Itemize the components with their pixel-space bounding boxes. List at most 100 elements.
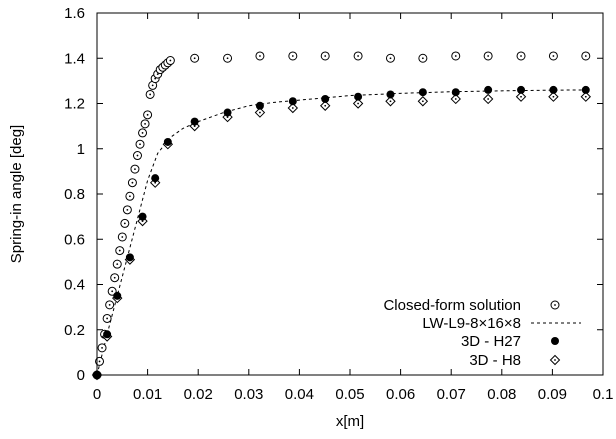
marker-center-dot — [136, 154, 139, 157]
data-point — [95, 356, 105, 366]
data-point — [127, 178, 137, 188]
plot-frame — [96, 12, 604, 376]
x-tick-label: 0.07 — [437, 386, 466, 403]
marker-center-dot — [141, 220, 144, 223]
y-tick-label: 1 — [77, 141, 85, 158]
data-point — [418, 88, 427, 97]
marker-center-dot — [324, 55, 327, 57]
data-point — [321, 94, 330, 103]
marker-center-dot — [226, 116, 229, 118]
data-point — [122, 205, 132, 215]
marker-center-dot — [131, 181, 134, 184]
marker-center-dot — [487, 98, 490, 100]
marker-center-dot — [357, 102, 359, 105]
marker-center-dot — [193, 57, 196, 60]
x-tick-label: 0.02 — [184, 386, 213, 403]
data-point — [125, 253, 134, 262]
marker-center-dot — [101, 346, 103, 349]
marker-center-dot — [520, 55, 522, 57]
data-point — [223, 108, 232, 117]
marker-center-dot — [128, 195, 131, 198]
marker-center-dot — [554, 359, 556, 361]
marker-center-dot — [584, 95, 587, 98]
data-point — [135, 139, 145, 149]
data-point — [417, 96, 429, 107]
data-point — [145, 89, 155, 99]
legend-label: LW-L9-8×16×8 — [422, 315, 521, 332]
data-point — [548, 91, 559, 102]
marker-center-dot — [106, 317, 109, 320]
x-tick-label: 0 — [93, 386, 101, 403]
legend-label: 3D - H27 — [461, 333, 521, 350]
data-point — [484, 85, 493, 94]
data-point — [255, 51, 265, 61]
marker-center-dot — [193, 125, 196, 128]
marker-center-dot — [123, 222, 126, 225]
marker-center-dot — [169, 59, 172, 62]
data-point — [288, 51, 298, 61]
data-point — [223, 53, 233, 63]
data-point — [132, 151, 142, 161]
data-point — [319, 100, 331, 111]
data-point — [190, 53, 200, 63]
marker-center-dot — [357, 55, 359, 57]
data-point — [110, 273, 120, 283]
data-point — [320, 51, 330, 61]
data-point — [549, 85, 558, 94]
x-tick-label: 0.09 — [538, 386, 567, 403]
data-point — [115, 246, 125, 256]
marker-center-dot — [520, 95, 522, 98]
x-tick-label: 0.05 — [335, 386, 364, 403]
data-point — [516, 51, 526, 61]
series-1 — [96, 89, 588, 376]
marker-center-dot — [389, 100, 392, 103]
data-point — [103, 330, 112, 339]
data-point — [148, 80, 158, 90]
data-point — [353, 51, 363, 61]
series-2 — [93, 85, 590, 379]
y-tick-label: 0.8 — [64, 186, 85, 203]
data-point — [580, 91, 592, 102]
data-point — [254, 107, 266, 118]
data-point — [288, 97, 297, 106]
data-point — [418, 53, 428, 63]
marker-center-dot — [116, 263, 119, 266]
data-point — [163, 137, 172, 146]
data-point — [255, 101, 264, 110]
marker-center-dot — [554, 304, 556, 306]
y-tick-label: 0.4 — [64, 277, 85, 294]
data-point — [165, 56, 175, 66]
legend-label: 3D - H8 — [469, 352, 521, 369]
marker-center-dot — [146, 113, 149, 116]
y-tick-label: 1.4 — [64, 50, 85, 67]
data-point — [581, 85, 590, 94]
legend-item: LW-L9-8×16×8 — [422, 315, 581, 332]
data-point — [354, 92, 363, 101]
marker-center-dot — [118, 249, 121, 252]
marker-center-dot — [149, 93, 152, 96]
marker-center-dot — [226, 57, 229, 60]
x-tick-label: 0.1 — [593, 386, 614, 403]
marker-center-dot — [151, 84, 154, 87]
data-point — [105, 300, 115, 310]
marker-center-dot — [156, 73, 159, 75]
legend-symbol — [551, 337, 559, 345]
data-point — [143, 110, 153, 120]
marker-center-dot — [121, 236, 124, 238]
data-point — [548, 51, 558, 61]
series-0 — [92, 51, 591, 380]
data-point — [190, 117, 199, 126]
marker-center-dot — [113, 276, 116, 279]
x-tick-label: 0.01 — [133, 386, 162, 403]
data-point — [120, 218, 130, 228]
marker-center-dot — [552, 55, 555, 57]
data-point — [515, 91, 527, 102]
x-tick-label: 0.08 — [487, 386, 516, 403]
marker-center-dot — [291, 55, 294, 57]
data-point — [386, 90, 395, 99]
marker-center-dot — [389, 57, 392, 60]
series-layer — [91, 51, 592, 381]
data-point — [450, 93, 461, 105]
